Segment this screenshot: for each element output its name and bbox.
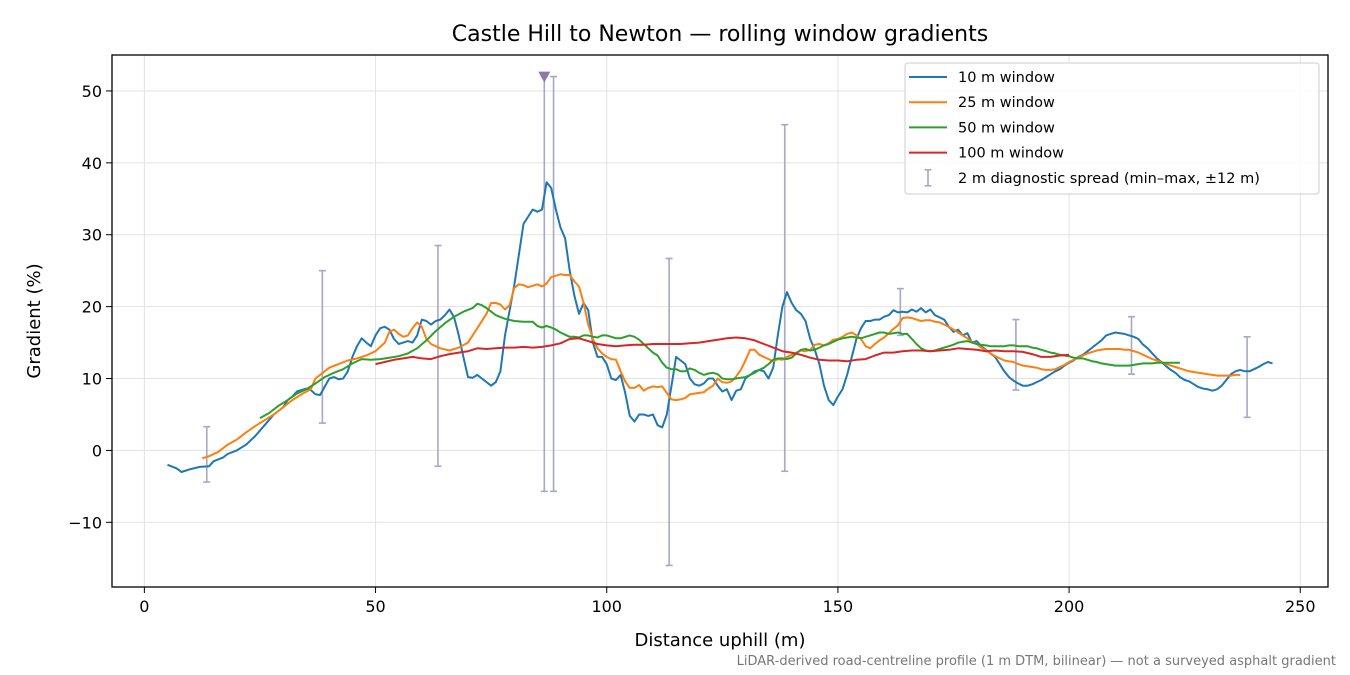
x-axis-ticks: 0 50 100 150 200 250: [139, 587, 1316, 616]
x-tick-label: 0: [139, 597, 149, 616]
x-tick-label: 250: [1285, 597, 1316, 616]
series-lines: [167, 181, 1273, 473]
legend-label: 25 m window: [958, 95, 1055, 111]
markers: [538, 71, 551, 83]
y-tick-label: 10: [82, 370, 102, 389]
y-tick-label: 50: [82, 82, 102, 101]
plot-frame: [111, 54, 1329, 588]
x-tick-label: 50: [365, 597, 385, 616]
error-bar: [550, 75, 558, 493]
legend-label: 100 m window: [958, 146, 1064, 162]
x-tick-label: 150: [823, 597, 854, 616]
error-bar: [1012, 318, 1020, 391]
legend-label: 2 m diagnostic spread (min–max, ±12 m): [958, 171, 1260, 187]
error-bar: [665, 257, 673, 567]
footnote: LiDAR-derived road-centreline profile (1…: [737, 654, 1336, 669]
error-bar: [434, 244, 442, 468]
error-bar: [203, 425, 211, 483]
series-line: [375, 336, 1070, 366]
legend-label: 50 m window: [958, 120, 1055, 136]
legend-label: 10 m window: [958, 70, 1055, 86]
y-axis-label: Gradient (%): [24, 263, 45, 378]
triangle-down-marker: [538, 71, 551, 83]
chart-title: Castle Hill to Newton — rolling window g…: [452, 22, 988, 47]
legend: 10 m window 25 m window 50 m window 100 m w…: [904, 62, 1320, 195]
error-bars: [203, 75, 1251, 567]
x-tick-label: 100: [591, 597, 622, 616]
y-axis-ticks: −10 0 10 20 30 40 50: [68, 82, 112, 532]
y-tick-label: 40: [82, 154, 102, 173]
y-tick-label: −10: [68, 513, 102, 532]
error-bar: [1243, 336, 1251, 419]
y-tick-label: 30: [82, 226, 102, 245]
y-tick-label: 0: [92, 441, 102, 460]
legend-box: [904, 62, 1320, 195]
error-bar: [318, 269, 326, 424]
y-tick-label: 20: [82, 298, 102, 317]
x-axis-label: Distance uphill (m): [635, 630, 806, 651]
series-line: [259, 302, 1180, 419]
x-tick-label: 200: [1054, 597, 1085, 616]
